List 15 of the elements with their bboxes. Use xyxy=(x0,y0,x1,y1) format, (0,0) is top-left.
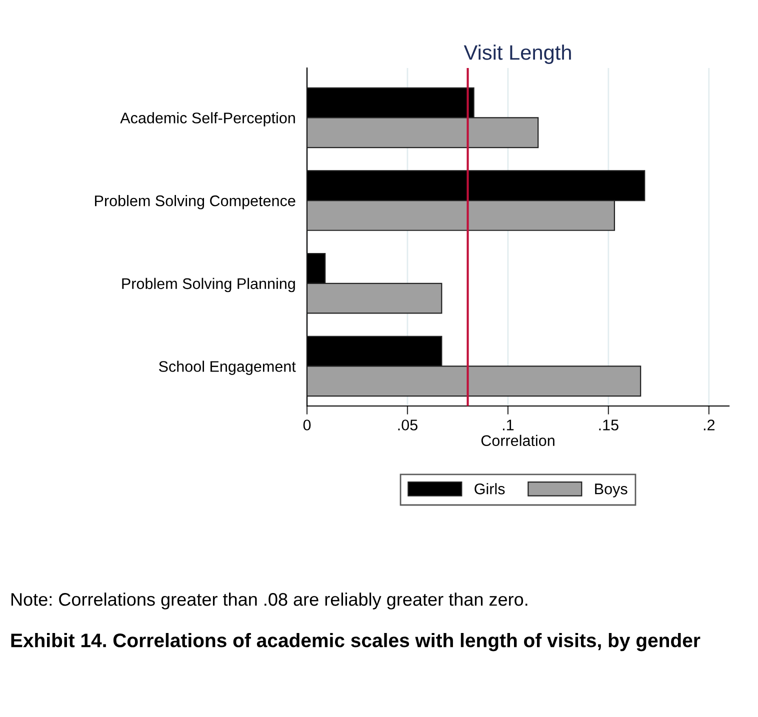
legend-label: Boys xyxy=(595,484,628,498)
y-tick-label: Academic Self-Perception xyxy=(120,112,295,126)
text: Note: Correlations greater than .08 are reliably greater than zero. xyxy=(11,592,528,610)
x-axis-title: Correlation xyxy=(481,434,554,446)
x-tick-label: .1 xyxy=(502,420,514,430)
y-tick-label: Problem Solving Competence xyxy=(95,195,296,210)
x-tick-label: .15 xyxy=(599,420,618,430)
y-tick-label: Problem Solving Planning xyxy=(122,278,295,292)
legend-label: Girls xyxy=(474,483,505,494)
y-tick-label: School Engagement xyxy=(158,360,296,375)
x-tick-label: .2 xyxy=(704,420,715,430)
x-tick-label: .05 xyxy=(398,420,418,430)
text: Exhibit 14. Correlations of academic scales with length of visits, by gender xyxy=(11,633,700,652)
chart-title: Visit Length xyxy=(464,44,571,64)
x-tick-label: 0 xyxy=(303,420,311,430)
